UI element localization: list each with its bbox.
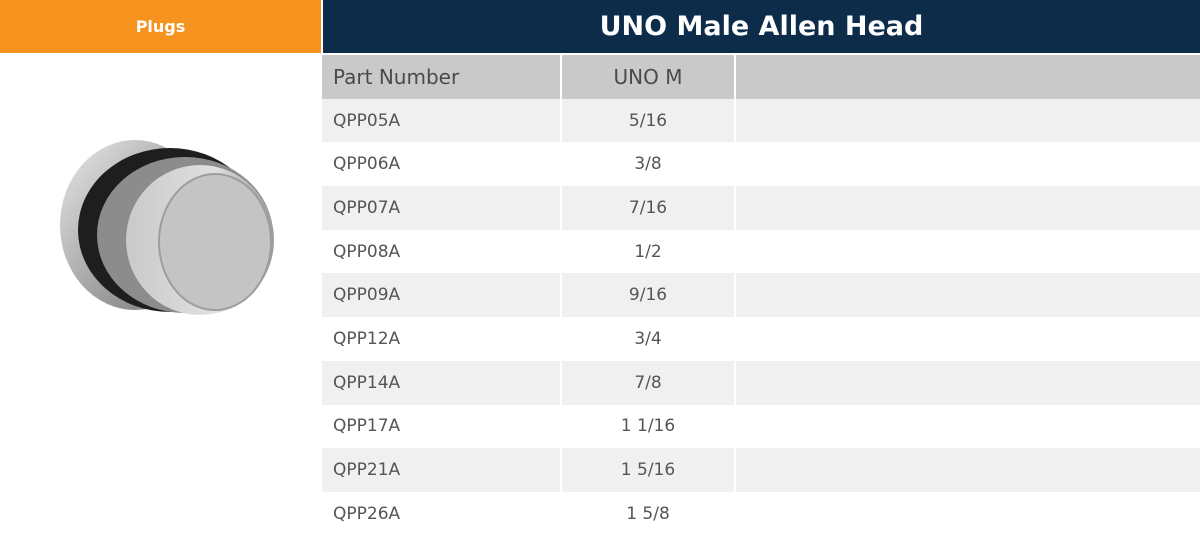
category-label: Plugs — [0, 0, 321, 53]
table-row: QPP14A 7/8 — [322, 360, 1200, 405]
product-image — [60, 140, 274, 315]
size-cell: 7/16 — [562, 186, 736, 230]
part-number: QPP12A — [322, 317, 562, 361]
empty-cell — [736, 273, 1200, 317]
table-row: QPP06A 3/8 — [322, 142, 1200, 187]
part-number: QPP09A — [322, 273, 562, 318]
table-row: QPP12A 3/4 — [322, 317, 1200, 361]
column-header: Part Number — [322, 55, 562, 99]
empty-cell — [736, 186, 1200, 230]
table-row: QPP21A 1 5/16 — [322, 448, 1200, 492]
size-cell: 1 5/16 — [562, 448, 736, 492]
size-cell: 7/8 — [562, 360, 736, 405]
size-cell: 3/4 — [562, 317, 736, 361]
empty-cell — [736, 142, 1200, 186]
size-cell: 3/8 — [562, 142, 736, 187]
part-number: QPP06A — [322, 142, 562, 187]
part-number: QPP05A — [322, 98, 562, 143]
part-number: QPP08A — [322, 229, 562, 274]
table-row: QPP26A 1 5/8 — [322, 491, 1200, 536]
empty-cell — [736, 317, 1200, 361]
empty-cell — [736, 448, 1200, 492]
part-number: QPP14A — [322, 360, 562, 405]
table-row: QPP05A 5/16 — [322, 98, 1200, 143]
column-header: UNO M — [562, 55, 736, 99]
table-row: QPP08A 1/2 — [322, 229, 1200, 274]
part-number: QPP21A — [322, 448, 562, 492]
empty-cell — [736, 230, 1200, 274]
part-number: QPP07A — [322, 186, 562, 230]
empty-cell — [736, 99, 1200, 143]
table-title: UNO Male Allen Head — [323, 0, 1200, 53]
size-cell: 9/16 — [562, 273, 736, 318]
empty-cell — [736, 405, 1200, 449]
part-number: QPP17A — [322, 404, 562, 449]
header-row: Part Number UNO M — [322, 55, 1200, 99]
size-cell: 1 1/16 — [562, 404, 736, 449]
size-cell: 1 5/8 — [562, 491, 736, 536]
part-number: QPP26A — [322, 491, 562, 536]
size-cell: 1/2 — [562, 229, 736, 274]
table-row: QPP17A 1 1/16 — [322, 404, 1200, 449]
size-cell: 5/16 — [562, 98, 736, 143]
empty-cell — [736, 361, 1200, 405]
empty-cell — [736, 492, 1200, 536]
table-row: QPP09A 9/16 — [322, 273, 1200, 318]
table: Part Number UNO M QPP05A 5/16 QPP06A 3/8 QPP07… — [322, 55, 1200, 536]
empty-cell — [736, 55, 1200, 99]
table-row: QPP07A 7/16 — [322, 186, 1200, 230]
